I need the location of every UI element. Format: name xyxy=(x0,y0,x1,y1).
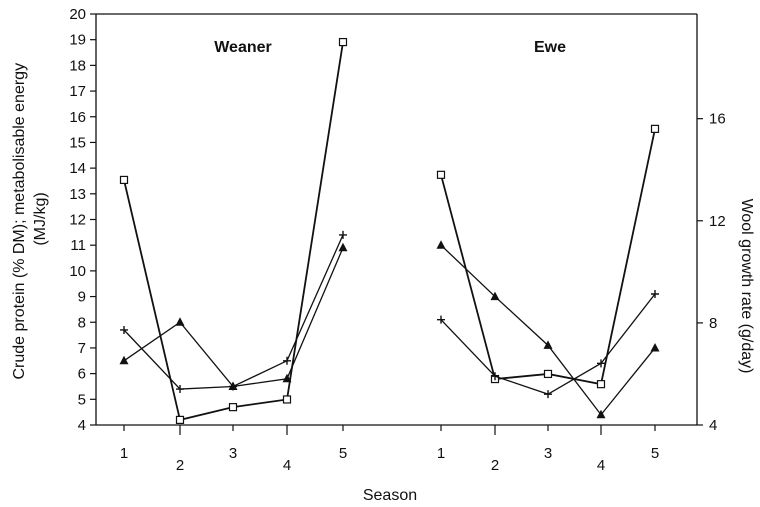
data-point-triangle xyxy=(490,291,500,301)
left-axis-tick-label: 7 xyxy=(78,340,86,357)
data-point-triangle xyxy=(175,317,185,326)
x-axis-tick-label: 2 xyxy=(491,457,499,474)
data-point-square xyxy=(650,124,660,133)
data-point-plus xyxy=(491,372,499,381)
x-axis-tick-label: 1 xyxy=(120,445,128,462)
data-point-triangle xyxy=(436,240,446,249)
right-axis-tick-label: 16 xyxy=(709,111,726,128)
left-axis-tick-label: 15 xyxy=(69,134,86,151)
right-axis-title: Wool growth rate (g/day) xyxy=(738,199,755,374)
data-point-square xyxy=(543,369,553,379)
x-axis-tick-label: 5 xyxy=(339,445,347,462)
left-axis-tick-label: 17 xyxy=(69,83,86,100)
data-point-plus xyxy=(597,359,605,368)
right-axis-tick-label: 8 xyxy=(709,315,717,332)
right-axis-tick-label: 12 xyxy=(709,213,726,230)
series-line-plus xyxy=(123,234,344,390)
data-point-plus xyxy=(544,390,552,399)
data-point-square xyxy=(596,380,606,389)
x-axis-ticks: 1 2 3 4 5 1 2 3 4 5 xyxy=(120,425,659,474)
left-axis-tick-label: 4 xyxy=(78,417,86,434)
left-axis-ticks: 4 5 6 7 8 9 10 11 12 13 14 15 16 17 18 19 20 xyxy=(69,6,96,434)
right-axis-tick-label: 4 xyxy=(709,417,717,434)
left-axis-tick-label: 19 xyxy=(69,32,86,49)
left-axis-tick-label: 5 xyxy=(78,391,86,408)
panel-title-ewe: Ewe xyxy=(534,39,566,56)
data-point-square xyxy=(436,170,446,179)
left-axis-title: Crude protein (% DM); metabolisable ener… xyxy=(11,58,49,379)
data-point-triangle xyxy=(338,242,348,252)
left-axis-tick-label: 18 xyxy=(69,57,86,74)
data-point-square xyxy=(338,37,348,47)
data-point-triangle xyxy=(119,355,129,365)
left-axis-tick-label: 8 xyxy=(78,314,86,331)
x-axis-tick-label: 4 xyxy=(283,457,291,474)
x-axis-title: Season xyxy=(363,487,417,504)
left-axis-tick-label: 11 xyxy=(70,237,86,254)
series-layer xyxy=(119,37,660,424)
data-point-square xyxy=(119,175,129,185)
data-point-square xyxy=(228,403,238,412)
left-axis-tick-label: 20 xyxy=(69,6,86,23)
left-axis-tick-label: 9 xyxy=(78,289,86,306)
data-point-plus xyxy=(339,230,347,239)
left-axis-title-line-1: Crude protein (% DM); metabolisable ener… xyxy=(11,63,28,380)
left-axis-tick-label: 6 xyxy=(78,366,86,383)
x-axis-tick-label: 3 xyxy=(229,445,237,462)
left-axis-tick-label: 10 xyxy=(69,263,86,280)
data-point-triangle xyxy=(650,342,660,352)
panel-title-weaner: Weaner xyxy=(214,39,272,56)
data-point-square xyxy=(175,415,185,424)
right-axis-ticks: 4 8 12 16 xyxy=(697,111,726,434)
x-axis-tick-label: 1 xyxy=(437,445,445,462)
data-point-plus xyxy=(283,356,291,365)
x-axis-tick-label: 3 xyxy=(544,445,552,462)
x-axis-tick-label: 5 xyxy=(651,445,659,462)
data-point-triangle xyxy=(228,381,238,390)
data-point-triangle xyxy=(282,373,292,383)
data-point-triangle xyxy=(543,340,553,349)
x-axis-tick-label: 4 xyxy=(597,457,605,474)
data-point-plus xyxy=(437,315,445,324)
data-point-plus xyxy=(176,385,184,394)
data-point-square xyxy=(282,395,292,404)
data-point-plus xyxy=(651,289,659,298)
left-axis-tick-label: 13 xyxy=(69,186,86,203)
left-axis-title-line-2: (MJ/kg) xyxy=(32,192,49,245)
data-point-triangle xyxy=(596,409,606,419)
left-axis-tick-label: 12 xyxy=(69,212,86,229)
series-line-triangle xyxy=(440,244,656,416)
left-axis-tick-label: 14 xyxy=(69,160,86,177)
x-axis-tick-label: 2 xyxy=(176,457,184,474)
left-axis-tick-label: 16 xyxy=(69,109,86,126)
series-line-square xyxy=(123,41,344,421)
data-point-plus xyxy=(120,325,128,334)
